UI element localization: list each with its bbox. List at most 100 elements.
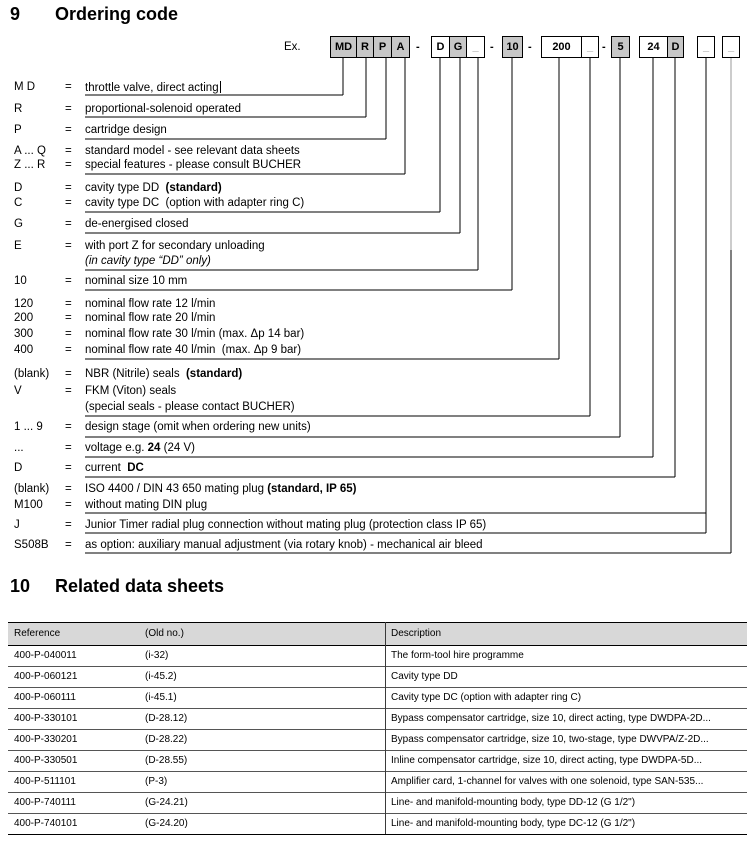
code-group-cavity: D G _: [431, 36, 485, 58]
code-label: G: [14, 218, 23, 230]
equals-sign: =: [65, 483, 72, 495]
code-description: ISO 4400 / DIN 43 650 mating plug (stand…: [85, 483, 357, 495]
related-data-sheets-table: Reference (Old no.) Description 400-P-04…: [8, 622, 747, 835]
code-description: design stage (omit when ordering new uni…: [85, 421, 311, 433]
code-description: proportional-solenoid operated: [85, 103, 241, 115]
code-box-blank-4: _: [722, 36, 740, 58]
reference-cell: 400-P-330101: [14, 713, 78, 724]
code-description: throttle valve, direct acting: [85, 81, 221, 94]
equals-sign: =: [65, 182, 72, 194]
ordering-row: (blank) = ISO 4400 / DIN 43 650 mating plu…: [0, 483, 755, 499]
ordering-row: 1 ... 9 = design stage (omit when ordering…: [0, 421, 755, 437]
code-description: nominal flow rate 40 l/min (max. Δp 9 ba…: [85, 344, 302, 356]
code-description: cavity type DC (option with adapter ring…: [85, 197, 305, 209]
description-cell: The form-tool hire programme: [391, 650, 524, 661]
example-label: Ex.: [284, 41, 301, 53]
ordering-row: 10 = nominal size 10 mm: [0, 275, 755, 291]
reference-cell: 400-P-060121: [14, 671, 78, 682]
reference-cell: 400-P-330201: [14, 734, 78, 745]
code-description: (in cavity type “DD” only): [85, 255, 211, 267]
code-box-blank-3: _: [697, 36, 715, 58]
code-description: with port Z for secondary unloading: [85, 240, 265, 252]
ordering-row: D = cavity type DD (standard): [0, 182, 755, 198]
reference-cell: 400-P-740101: [14, 818, 78, 829]
description-cell: Inline compensator cartridge, size 10, d…: [391, 755, 703, 766]
code-label: ...: [14, 442, 24, 454]
description-cell: Bypass compensator cartridge, size 10, t…: [391, 734, 709, 745]
table-row: 400-P-740111 (G-24.21) Line- and manifold-…: [8, 793, 747, 814]
equals-sign: =: [65, 368, 72, 380]
code-box-blank-1: _: [466, 36, 485, 58]
code-dash-2: -: [490, 41, 494, 53]
code-group-type: MD R P A: [330, 36, 410, 58]
ordering-row-continuation: (in cavity type “DD” only): [0, 255, 755, 271]
code-label: V: [14, 385, 22, 397]
code-label: Z ... R: [14, 159, 46, 171]
text-cursor: [219, 81, 221, 93]
code-box-p: P: [373, 36, 392, 58]
description-cell: Amplifier card, 1-channel for valves wit…: [391, 776, 704, 787]
table-row: 400-P-330501 (D-28.55) Inline compensator …: [8, 751, 747, 772]
code-label: 300: [14, 328, 34, 340]
code-description: NBR (Nitrile) seals (standard): [85, 368, 243, 380]
equals-sign: =: [65, 159, 72, 171]
old-no-cell: (D-28.12): [145, 713, 188, 724]
equals-sign: =: [65, 442, 72, 454]
ordering-row: R = proportional-solenoid operated: [0, 103, 755, 119]
code-label: 10: [14, 275, 27, 287]
code-label: D: [14, 462, 23, 474]
code-group-flow: 200 _: [541, 36, 599, 58]
code-dash-4: -: [602, 41, 606, 53]
equals-sign: =: [65, 421, 72, 433]
table-row: 400-P-740101 (G-24.20) Line- and manifold-…: [8, 814, 747, 835]
ordering-row: A ... Q = standard model - see relevant da…: [0, 145, 755, 161]
ordering-row: C = cavity type DC (option with adapter ri…: [0, 197, 755, 213]
code-label: S508B: [14, 539, 49, 551]
equals-sign: =: [65, 312, 72, 324]
code-box-dc: D: [667, 36, 684, 58]
table-column-divider: [385, 622, 386, 834]
ordering-row: M D = throttle valve, direct acting: [0, 81, 755, 97]
equals-sign: =: [65, 385, 72, 397]
code-description: FKM (Viton) seals: [85, 385, 177, 397]
equals-sign: =: [65, 298, 72, 310]
ordering-row: S508B = as option: auxiliary manual adjust…: [0, 539, 755, 555]
ordering-row: 200 = nominal flow rate 20 l/min: [0, 312, 755, 328]
code-description: de-energised closed: [85, 218, 189, 230]
reference-cell: 400-P-511101: [14, 776, 76, 787]
table-row: 400-P-511101 (P-3) Amplifier card, 1-chann…: [8, 772, 747, 793]
code-label: D: [14, 182, 23, 194]
code-description: nominal size 10 mm: [85, 275, 188, 287]
code-label: E: [14, 240, 22, 252]
code-label: R: [14, 103, 23, 115]
ordering-row: 300 = nominal flow rate 30 l/min (max. Δp …: [0, 328, 755, 344]
code-box-blank-2: _: [581, 36, 599, 58]
old-no-cell: (G-24.21): [145, 797, 188, 808]
table-row: 400-P-330101 (D-28.12) Bypass compensator …: [8, 709, 747, 730]
ordering-row: (blank) = NBR (Nitrile) seals (standard): [0, 368, 755, 384]
table-row: 400-P-060121 (i-45.2) Cavity type DD: [8, 667, 747, 688]
code-label: 120: [14, 298, 34, 310]
code-description: nominal flow rate 20 l/min: [85, 312, 216, 324]
code-description: (special seals - please contact BUCHER): [85, 401, 295, 413]
table-row: 400-P-060111 (i-45.1) Cavity type DC (opti…: [8, 688, 747, 709]
equals-sign: =: [65, 81, 72, 93]
code-label: M100: [14, 499, 43, 511]
code-label: 200: [14, 312, 34, 324]
ordering-row: 120 = nominal flow rate 12 l/min: [0, 298, 755, 314]
description-cell: Bypass compensator cartridge, size 10, d…: [391, 713, 711, 724]
code-label: C: [14, 197, 23, 209]
equals-sign: =: [65, 218, 72, 230]
code-box-10: 10: [502, 36, 523, 58]
code-label: 400: [14, 344, 34, 356]
equals-sign: =: [65, 328, 72, 340]
code-description: special features - please consult BUCHER: [85, 159, 302, 171]
equals-sign: =: [65, 103, 72, 115]
code-dash-1: -: [416, 41, 420, 53]
reference-cell: 400-P-330501: [14, 755, 78, 766]
code-description: Junior Timer radial plug connection with…: [85, 519, 487, 531]
code-description: without mating DIN plug: [85, 499, 208, 511]
table-row: 400-P-040011 (i-32) The form-tool hire pro…: [8, 646, 747, 667]
code-description: voltage e.g. 24 (24 V): [85, 442, 195, 454]
